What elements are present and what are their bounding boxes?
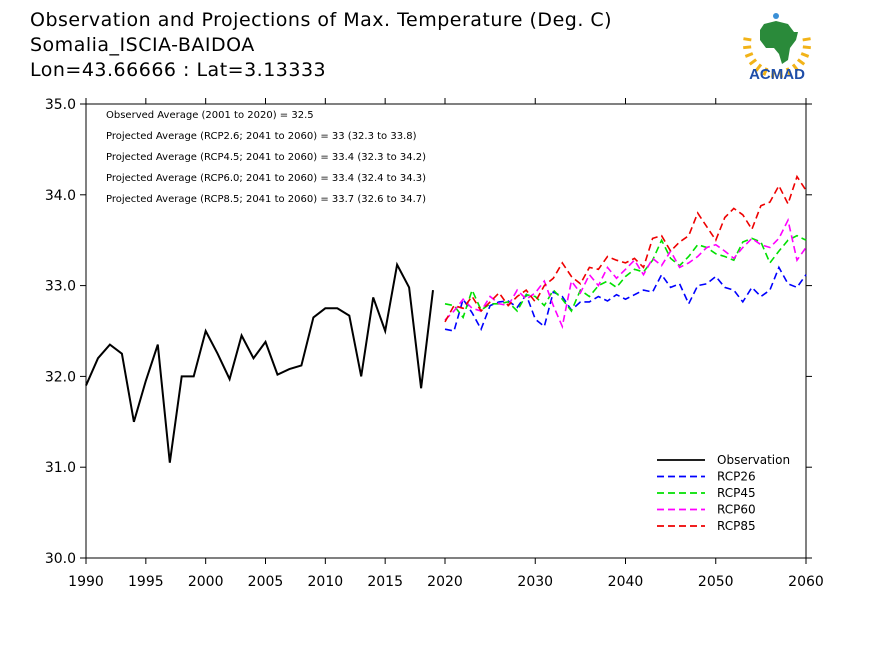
y-tick-label: 32.0 [45, 369, 76, 385]
x-tick-label: 2010 [308, 574, 344, 590]
series-line-rcp26 [444, 265, 807, 332]
x-tick-label: 2005 [248, 574, 284, 590]
series-line-rcp85 [444, 174, 807, 323]
x-tick-label: 2050 [698, 574, 734, 590]
y-tick-label: 30.0 [45, 551, 76, 567]
series-line-rcp45 [444, 234, 807, 320]
acmad-logo: ACMAD [743, 13, 811, 83]
y-tick-label: 33.0 [45, 279, 76, 295]
station-coordinates: Lon=43.66666 : Lat=3.13333 [30, 59, 327, 81]
y-tick-label: 35.0 [45, 97, 76, 113]
logo-text: ACMAD [749, 66, 805, 83]
legend-label: RCP26 [717, 470, 756, 484]
average-annotation: Projected Average (RCP2.6; 2041 to 2060)… [106, 131, 417, 142]
x-tick-label: 2040 [608, 574, 644, 590]
series-line-rcp60 [444, 217, 807, 330]
series-line-observation [85, 261, 434, 463]
x-tick-label: 2000 [188, 574, 224, 590]
legend-label: RCP45 [717, 486, 756, 500]
x-tick-label: 2060 [788, 574, 824, 590]
y-tick-label: 31.0 [45, 460, 76, 476]
x-tick-label: 1995 [128, 574, 164, 590]
x-tick-label: 1990 [68, 574, 104, 590]
y-tick-label: 34.0 [45, 188, 76, 204]
x-tick-label: 2020 [427, 574, 463, 590]
legend-label: RCP85 [717, 519, 756, 533]
station-name: Somalia_ISCIA-BAIDOA [30, 34, 255, 56]
plot-frame [85, 103, 807, 559]
x-tick-label: 2030 [517, 574, 553, 590]
chart-title: Observation and Projections of Max. Temp… [30, 9, 613, 31]
average-annotation: Projected Average (RCP8.5; 2041 to 2060)… [106, 194, 426, 205]
average-annotation: Projected Average (RCP4.5; 2041 to 2060)… [106, 152, 426, 163]
legend-label: Observation [717, 453, 790, 467]
average-annotation: Observed Average (2001 to 2020) = 32.5 [106, 110, 314, 121]
x-tick-label: 2015 [367, 574, 403, 590]
legend-label: RCP60 [717, 503, 756, 517]
average-annotation: Projected Average (RCP6.0; 2041 to 2060)… [106, 173, 426, 184]
africa-map-logo-icon [743, 13, 811, 78]
